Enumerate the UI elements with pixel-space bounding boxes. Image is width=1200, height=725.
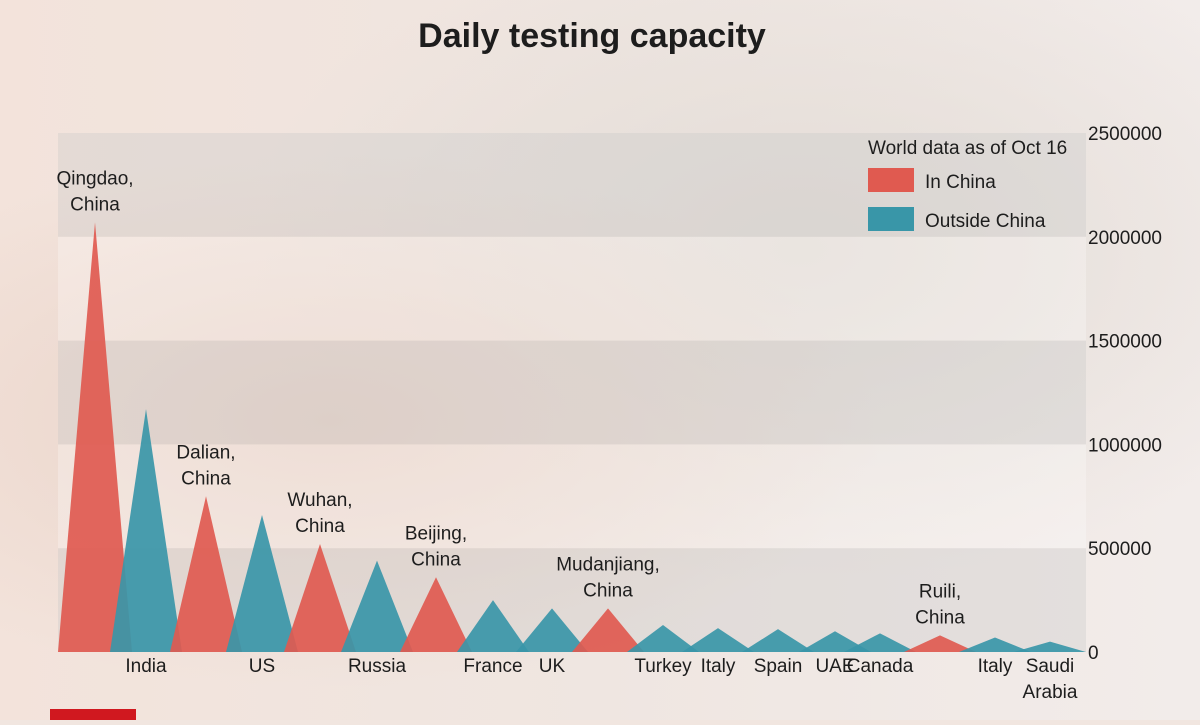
triangle-beijing	[400, 577, 472, 652]
grid-band	[58, 133, 1086, 237]
data-label: Russia	[348, 656, 407, 677]
legend-swatch-in-china	[868, 168, 914, 192]
global-times-logo	[50, 709, 136, 723]
legend-title: World data as of Oct 16	[868, 138, 1067, 159]
data-label: Italy	[978, 656, 1013, 677]
y-tick-label: 0	[1088, 643, 1099, 664]
data-label: Spain	[754, 656, 803, 677]
triangle-italy	[682, 628, 754, 652]
data-label: Mudanjiang, China	[556, 554, 660, 601]
data-label: France	[463, 656, 522, 677]
legend-label-outside-china: Outside China	[925, 211, 1046, 232]
triangle-uk	[516, 608, 588, 652]
triangle-turkey	[627, 625, 699, 652]
data-label: Dalian, China	[176, 442, 235, 489]
triangle-wuhan	[284, 544, 356, 652]
legend: World data as of Oct 16 In China Outside…	[868, 138, 1067, 232]
y-tick-label: 2500000	[1088, 124, 1162, 145]
triangle-india	[110, 409, 182, 652]
triangle-canada	[844, 633, 916, 652]
triangle-russia	[341, 560, 413, 652]
grid-band	[58, 236, 1086, 341]
triangle-qingdao	[58, 222, 132, 652]
triangle-dalian	[170, 496, 242, 652]
y-tick-label: 1000000	[1088, 435, 1162, 456]
grid-band	[58, 340, 1086, 445]
triangle-france	[457, 600, 529, 652]
grid-band	[58, 444, 1086, 549]
triangle-us	[226, 514, 298, 652]
triangle-spain	[742, 629, 814, 652]
data-label: UAE	[815, 656, 854, 677]
data-label: UK	[539, 656, 566, 677]
y-tick-label: 1500000	[1088, 332, 1162, 353]
triangle-saudi	[1014, 641, 1086, 652]
triangle-italy	[959, 637, 1031, 652]
triangle-mudanjiang	[572, 608, 644, 652]
data-label: US	[249, 656, 275, 677]
y-tick-label: 2000000	[1088, 228, 1162, 249]
data-label: Beijing, China	[405, 523, 467, 570]
logo-box	[50, 709, 136, 723]
legend-label-in-china: In China	[925, 172, 996, 193]
data-label: Italy	[701, 656, 736, 677]
triangle-uae	[799, 631, 871, 652]
chart-title: Daily testing capacity	[418, 17, 766, 55]
triangle-ruili	[904, 635, 976, 652]
data-label: Saudi Arabia	[1023, 656, 1078, 703]
y-tick-label: 500000	[1088, 539, 1151, 560]
data-label: Turkey	[634, 656, 692, 677]
data-label: Ruili, China	[915, 581, 965, 628]
data-label: Qingdao, China	[56, 168, 133, 215]
data-label: Wuhan, China	[287, 490, 352, 537]
legend-swatch-outside-china	[868, 207, 914, 231]
data-label: India	[125, 656, 167, 677]
data-label: Canada	[847, 656, 914, 677]
